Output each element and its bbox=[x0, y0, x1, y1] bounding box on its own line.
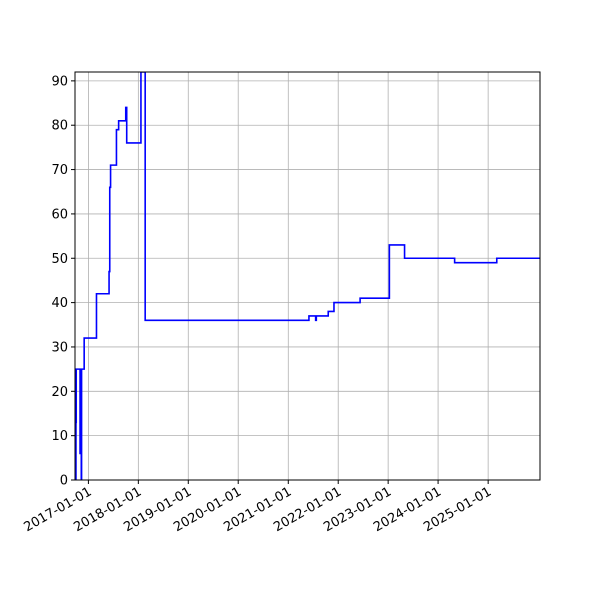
plot-area-frame bbox=[74, 71, 541, 481]
grid-lines bbox=[75, 72, 540, 481]
y-tick-label: 40 bbox=[51, 296, 68, 311]
y-tick-label: 60 bbox=[51, 207, 68, 222]
y-tick-label: 70 bbox=[51, 163, 68, 178]
y-tick-label: 0 bbox=[60, 474, 68, 489]
series-layer bbox=[75, 72, 540, 480]
y-axis: 0 10 20 30 40 50 60 70 80 90 bbox=[51, 74, 75, 489]
y-tick-label: 20 bbox=[51, 385, 68, 400]
x-axis: 2017-01-012018-01-012019-01-012020-01-01… bbox=[21, 480, 494, 535]
y-tick-label: 30 bbox=[51, 340, 68, 355]
y-tick-label: 50 bbox=[51, 252, 68, 267]
series-line bbox=[75, 72, 540, 480]
y-tick-label: 80 bbox=[51, 119, 68, 134]
y-tick-label: 90 bbox=[51, 74, 68, 89]
y-tick-label: 10 bbox=[51, 429, 68, 444]
